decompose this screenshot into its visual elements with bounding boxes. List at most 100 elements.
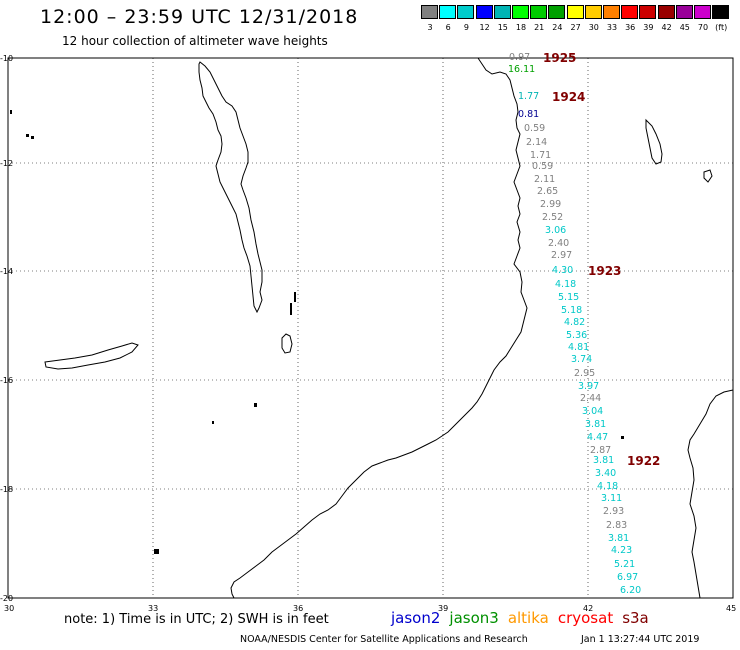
legend-label: 12 xyxy=(479,23,490,32)
lon-label-39: 39 xyxy=(438,604,448,613)
wave-height-value: 3.81 xyxy=(608,533,629,544)
wave-height-value: 4.82 xyxy=(564,317,585,328)
legend-swatch xyxy=(657,5,675,19)
footer-credit: NOAA/NESDIS Center for Satellite Applica… xyxy=(240,634,528,645)
legend-label: 70 xyxy=(697,23,709,32)
wave-height-value: 2.52 xyxy=(542,212,563,223)
legend-swatch xyxy=(493,5,511,19)
wave-height-value: 0.59 xyxy=(524,123,545,134)
legend-swatch xyxy=(712,5,730,19)
legend-label: 15 xyxy=(497,23,508,32)
wave-height-value: 3.74 xyxy=(571,354,592,365)
wave-height-value: 2.65 xyxy=(537,186,558,197)
wave-height-value: 4.47 xyxy=(587,432,608,443)
legend-swatch xyxy=(457,5,475,19)
africa-east-coast xyxy=(230,57,528,599)
legend-swatch xyxy=(603,5,620,19)
legend-label: 30 xyxy=(588,23,599,32)
satellite-cryosat: cryosat xyxy=(557,609,614,627)
wave-height-value: 5.18 xyxy=(561,305,582,316)
legend-swatch xyxy=(512,5,529,19)
legend-swatch xyxy=(530,5,548,19)
wave-height-value: 3.04 xyxy=(582,406,603,417)
legend-label: 18 xyxy=(515,23,527,32)
wave-height-value: 2.44 xyxy=(580,393,601,404)
lon-label-45: 45 xyxy=(726,604,736,613)
lake-chilwa xyxy=(281,333,293,354)
footnote: note: 1) Time is in UTC; 2) SWH is in fe… xyxy=(64,612,329,627)
wave-height-value: 3.11 xyxy=(601,493,622,504)
comoros-island xyxy=(645,118,663,165)
footer-timestamp: Jan 1 13:27:44 UTC 2019 xyxy=(581,634,700,645)
wave-height-value: 5.36 xyxy=(566,330,587,341)
legend-swatch xyxy=(584,5,602,19)
legend-label: 6 xyxy=(445,23,451,32)
lon-label-36: 36 xyxy=(293,604,303,613)
legend-label: 39 xyxy=(643,23,654,32)
wave-height-value: 4.18 xyxy=(555,279,576,290)
wave-height-value: 4.18 xyxy=(597,481,618,492)
wave-height-value: 3.81 xyxy=(585,419,606,430)
legend-label: 36 xyxy=(625,23,636,32)
wave-height-value: 2.83 xyxy=(606,520,627,531)
wave-height-value: 2.14 xyxy=(526,137,547,148)
legend-swatch xyxy=(675,5,693,19)
wave-height-value: 6.97 xyxy=(617,572,638,583)
wave-height-value: 4.23 xyxy=(611,545,632,556)
wave-height-labels: 0.9716.111.770.810.592.141.710.592.112.6… xyxy=(508,52,641,596)
satellite-legend: jason2 jason3 altika cryosat s3a xyxy=(391,609,658,627)
wave-height-value: 3.97 xyxy=(578,381,599,392)
wave-height-value: 2.99 xyxy=(540,199,561,210)
wave-height-value: 3.81 xyxy=(593,455,614,466)
lon-label-30: 30 xyxy=(4,604,14,613)
pass-label-1923: 1923 xyxy=(588,264,621,278)
lat-label-10: -10 xyxy=(0,54,13,63)
legend-swatch xyxy=(639,5,657,19)
legend-label: (ft) xyxy=(715,23,728,32)
wave-height-value: 16.11 xyxy=(508,64,535,75)
lon-label-33: 33 xyxy=(148,604,158,613)
map-frame xyxy=(7,57,734,599)
legend-label: 27 xyxy=(570,23,581,32)
wave-height-value: 6.20 xyxy=(620,585,641,596)
wave-height-value: 1.71 xyxy=(530,150,551,161)
satellite-s3a: s3a xyxy=(622,609,649,627)
satellite-jason2: jason2 xyxy=(391,609,441,627)
pass-label-1924: 1924 xyxy=(552,90,585,104)
madagascar-coast xyxy=(687,389,734,599)
wave-height-value: 4.81 xyxy=(568,342,589,353)
wave-height-value: 0.81 xyxy=(518,109,539,120)
lat-label-16: -16 xyxy=(0,376,13,385)
wave-height-value: 3.40 xyxy=(595,468,616,479)
wave-height-value: 2.93 xyxy=(603,506,624,517)
coastlines xyxy=(44,57,734,599)
legend-label: 21 xyxy=(534,23,545,32)
wave-height-value: 5.15 xyxy=(558,292,579,303)
legend-label: 45 xyxy=(679,23,690,32)
legend-swatch xyxy=(694,5,711,19)
lon-label-42: 42 xyxy=(583,604,593,613)
lat-label-14: -14 xyxy=(0,267,13,276)
legend-swatch xyxy=(621,5,639,19)
legend-label: 42 xyxy=(661,23,672,32)
lake-cahora-bassa xyxy=(44,342,139,370)
satellite-altika: altika xyxy=(507,609,549,627)
lake-malawi xyxy=(198,61,263,314)
mayotte-island xyxy=(703,169,713,183)
wave-height-value: 0.59 xyxy=(532,161,553,172)
legend-label: 33 xyxy=(606,23,618,32)
wave-height-value: 2.87 xyxy=(590,445,611,456)
wave-height-value: 3.06 xyxy=(545,225,566,236)
wave-height-value: 2.97 xyxy=(551,250,572,261)
pass-label-1925: 1925 xyxy=(543,51,576,65)
satellite-jason3: jason3 xyxy=(449,609,499,627)
pass-label-1922: 1922 xyxy=(627,454,660,468)
legend-swatch xyxy=(421,5,438,19)
wave-height-value: 1.77 xyxy=(518,91,539,102)
wave-height-value: 2.11 xyxy=(534,174,555,185)
lat-label-20: -20 xyxy=(0,594,13,603)
wave-height-value: 2.95 xyxy=(574,368,595,379)
chart-title: 12:00 – 23:59 UTC 12/31/2018 xyxy=(40,6,359,28)
wave-height-value: 2.40 xyxy=(548,238,569,249)
